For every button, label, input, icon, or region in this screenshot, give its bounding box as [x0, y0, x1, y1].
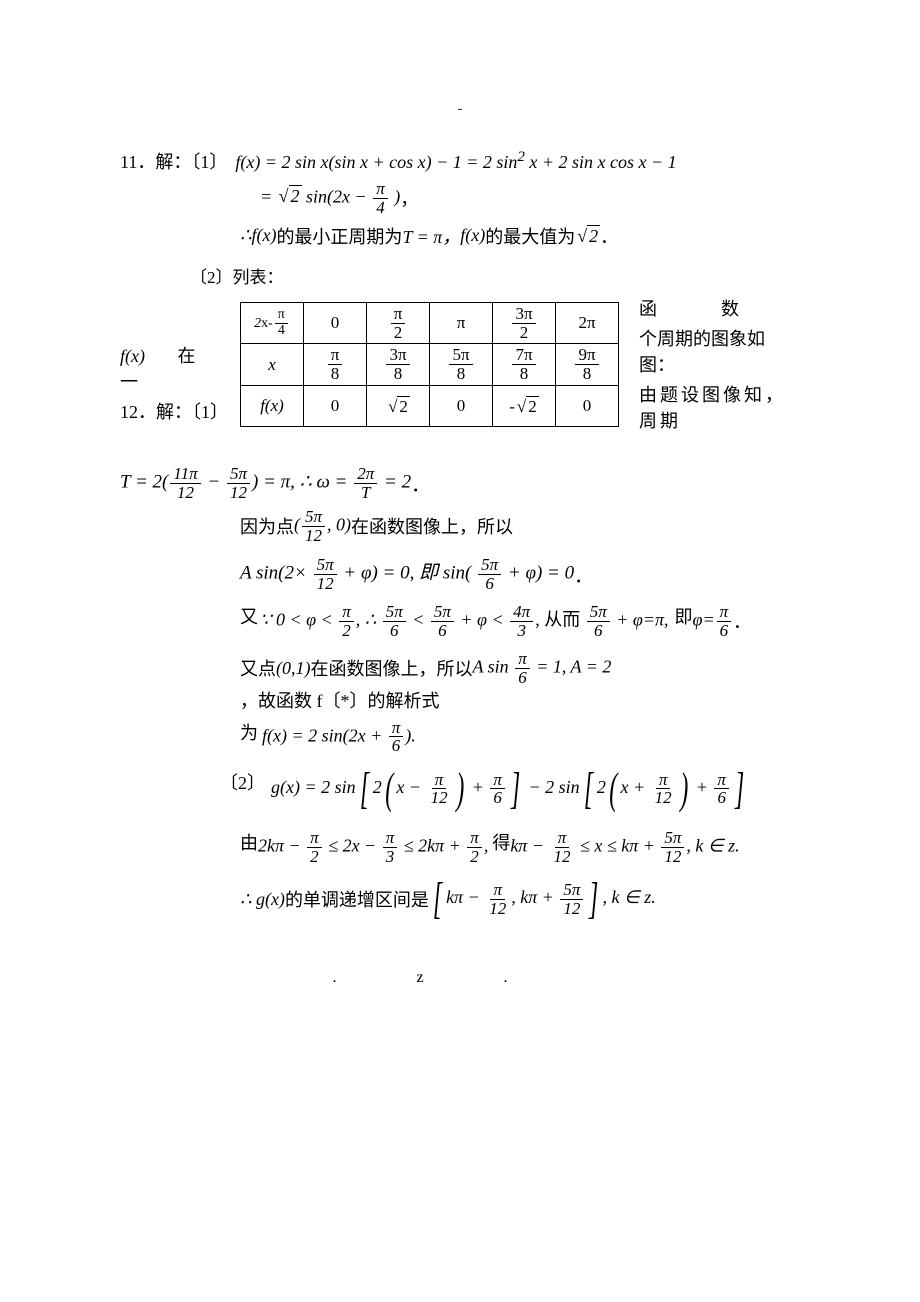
phidot: ． [733, 608, 751, 634]
l3t2: 的最大值为 [485, 223, 575, 249]
wei: 为 [240, 719, 258, 745]
p12-range: 又 ∵ 0 < φ < π2, ∴ 5π6 < 5π6 + φ < 4π3, 从… [120, 603, 800, 640]
cell: π2 [367, 302, 430, 344]
cell: -2 [493, 386, 556, 427]
cell: 2x-π4 [241, 302, 304, 344]
asdot: ． [574, 561, 593, 588]
eq2fd: 4 [373, 199, 388, 217]
cell: 0 [556, 386, 619, 427]
p12-asin: A sin(2× 5π12 + φ) = 0, 即 sin( 5π6 + φ) … [120, 556, 800, 593]
p12-ineq: 由 2kπ − π2 ≤ 2x − π3 ≤ 2kπ + π2, 得 kπ − … [120, 829, 800, 866]
cell: π [430, 302, 493, 344]
p12-2-label: 〔2〕 [220, 769, 265, 795]
p11-line1: 11．解：〔1〕 f(x) = 2 sin x(sin x + cos x) −… [120, 148, 800, 174]
values-table: 2x-π4 0 π2 π 3π2 2π x π8 3π8 5π8 7π8 9π8… [240, 302, 619, 427]
l3T: T = π， [402, 223, 460, 249]
p12-mono: ∴ g(x) 的单调递增区间是 [kπ − π12, kπ + 5π12], k… [120, 879, 800, 919]
foot-a: . [332, 969, 416, 986]
you2: 由 [240, 829, 258, 855]
af1d: 12 [314, 575, 337, 593]
cell: π8 [304, 344, 367, 386]
pt2pre: 又点 [240, 655, 276, 681]
cell: 2 [367, 386, 430, 427]
l3rad: 2 [587, 225, 600, 247]
pt2mid: 在函数图像上，所以 [311, 655, 473, 681]
table-left: f(x) 在 一 12．解：〔1〕 [120, 304, 240, 424]
af1n: 5π [314, 556, 337, 575]
cell: 0 [430, 386, 493, 427]
cell: x [241, 344, 304, 386]
side-r1: 个周期的图象如图： [639, 325, 800, 377]
p11-label: 11．解：〔1〕 [120, 148, 227, 174]
therefore: ∴ g(x) [240, 889, 285, 910]
side-r0b: 数 [721, 299, 739, 319]
l3fx: f(x) [251, 225, 276, 246]
side-r2: 由题设图像知，周期 [639, 381, 800, 433]
table-row: x π8 3π8 5π8 7π8 9π8 [241, 344, 619, 386]
cell: 0 [304, 302, 367, 344]
asa: A sin(2× [240, 563, 307, 584]
p12-pt: 因为点 (5π12, 0) 在函数图像上，所以 [120, 508, 800, 545]
document-page: - 11．解：〔1〕 f(x) = 2 sin x(sin x + cos x)… [0, 0, 920, 1047]
cell: 2π [556, 302, 619, 344]
p11-2-label: 〔2〕列表： [120, 263, 800, 288]
l3pre: ∴ [240, 225, 251, 246]
af2d: 6 [482, 575, 497, 593]
pt2: (0,1) [276, 658, 311, 679]
asb: + φ) = 0, 即 sin( [343, 563, 471, 584]
table-row: f(x) 0 2 0 -2 0 [241, 386, 619, 427]
p12-wei: 为 f(x) = 2 sin(2x + π6). [120, 719, 800, 756]
ptpost: 在函数图像上，所以 [351, 513, 513, 539]
footer: .z. [120, 969, 800, 987]
cell: 5π8 [430, 344, 493, 386]
l3t1: 的最小正周期为 [276, 223, 402, 249]
side-l2: 12．解：〔1〕 [120, 398, 240, 424]
p12-pt2: 又点 (0,1) 在函数图像上，所以 A sin π6 = 1, A = 2 ，… [120, 650, 800, 713]
l3fx2: f(x) [460, 225, 485, 246]
p11-2-txt: 〔2〕列表： [190, 263, 284, 288]
l3end: ． [600, 223, 618, 249]
side-l1: f(x) [120, 346, 145, 366]
you: 又 [240, 603, 258, 629]
eq2mid: sin(2x − [306, 186, 371, 206]
p11-line2: = 2 sin(2x − π4 ) ， [120, 180, 800, 217]
eq1sup: 2 [517, 149, 525, 165]
de: 得 [492, 829, 510, 855]
eq1a: f(x) = 2 sin x(sin x + cos x) − 1 = 2 si… [235, 152, 517, 172]
ji: 即 [675, 603, 693, 629]
ptpre: 因为点 [240, 513, 294, 539]
eq2pre: = [260, 186, 277, 206]
cell: 3π2 [493, 302, 556, 344]
cell: 3π8 [367, 344, 430, 386]
mono: 的单调递增区间是 [285, 886, 429, 912]
table-area: f(x) 在 一 12．解：〔1〕 2x-π4 0 π2 π 3π2 2π x … [120, 294, 800, 435]
eq2comma: ， [400, 185, 418, 211]
table-row: 2x-π4 0 π2 π 3π2 2π [241, 302, 619, 344]
side-r0a: 函 [639, 299, 685, 319]
eq1b: x + 2 sin x cos x − 1 [525, 152, 677, 172]
eq2fn: π [373, 180, 388, 199]
p11-line3: ∴ f(x) 的最小正周期为 T = π， f(x) 的最大值为 2 ． [120, 223, 800, 249]
pt2post: ，故函数 f〔*〕的解析式 [240, 687, 440, 713]
p12-2: 〔2〕 g(x) = 2 sin[2(x − π12) + π6] − 2 si… [120, 769, 800, 809]
cell: f(x) [241, 386, 304, 427]
foot-b: z. [416, 969, 587, 986]
cell: 7π8 [493, 344, 556, 386]
eq2rad: 2 [289, 185, 302, 207]
cell: 0 [304, 386, 367, 427]
table-right: 函 数 个周期的图象如图： 由题设图像知，周期 [619, 295, 800, 433]
asc: + φ) = 0 [508, 563, 574, 584]
header-dash: - [120, 100, 800, 118]
cell: 9π8 [556, 344, 619, 386]
af2n: 5π [478, 556, 501, 575]
p12-T: T = 2(11π12 − 5π12) = π, ∴ ω = 2πT = 2 ． [120, 465, 800, 502]
